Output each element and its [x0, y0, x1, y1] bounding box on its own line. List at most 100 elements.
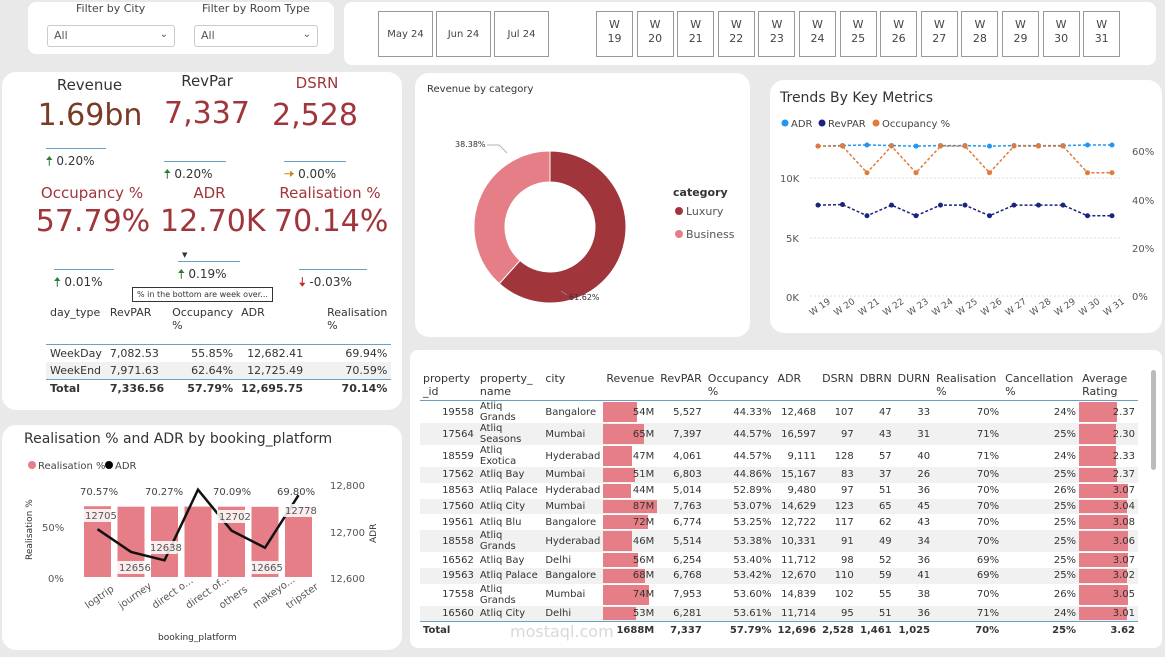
scrollbar[interactable]: [1151, 370, 1156, 470]
col-header[interactable]: DBRN: [856, 370, 895, 401]
col-header[interactable]: DURN: [894, 370, 934, 401]
week-button[interactable]: W 23: [758, 11, 796, 57]
week-button[interactable]: W 25: [839, 11, 877, 57]
cell: 25%: [1002, 621, 1080, 638]
week-number: 20: [648, 32, 663, 45]
cell: 7,971.63: [109, 363, 159, 377]
cell: Atliq Palace: [476, 567, 543, 584]
revpar-point: [913, 213, 919, 219]
cell: 12,468: [781, 406, 817, 418]
x-tick: journey: [116, 581, 154, 612]
chart-title: Realisation % and ADR by booking_platfor…: [24, 431, 333, 447]
week-label: W: [690, 18, 702, 31]
adr-change: 🠡 0.19%: [178, 261, 240, 286]
cell: 53.40%: [733, 554, 772, 566]
realisation-value: 70.14%: [274, 204, 389, 239]
col-header[interactable]: city: [542, 370, 604, 401]
cell: 6,774: [673, 516, 702, 528]
legend-realisation: Realisation %: [38, 461, 106, 472]
room-filter-label: Filter by Room Type: [202, 2, 310, 15]
filter-card: Filter by City All ⌄ Filter by Room Type …: [28, 2, 334, 54]
arrow-right-icon: 🠢: [284, 167, 295, 181]
week-button[interactable]: W 21: [677, 11, 715, 57]
cell: 6,803: [657, 467, 705, 483]
col-header[interactable]: Occupancy %: [704, 370, 775, 401]
cell: Mumbai: [542, 467, 604, 483]
room-filter-value: All: [201, 29, 215, 42]
chart-title: Revenue by category: [427, 84, 534, 95]
col-header[interactable]: property_ name: [476, 370, 543, 401]
cell: 53.61%: [704, 605, 775, 622]
table-row: 16562 Atliq Bay Delhi 56M 6,254 53.40% 11,712 9…: [420, 552, 1138, 568]
cell: 44.57%: [733, 450, 772, 462]
col-header[interactable]: Realisation %: [933, 370, 1003, 401]
watermark: mostaql.com: [510, 622, 614, 641]
cell: 7,336.56: [109, 381, 165, 395]
revpar-point: [987, 213, 992, 219]
cell: 25%: [1002, 423, 1080, 445]
month-may[interactable]: May 24: [378, 11, 433, 57]
table-row: 17558 Atliq Grands Mumbai 74M 7,953 53.60% 14,…: [420, 584, 1138, 606]
week-button[interactable]: W 31: [1083, 11, 1121, 57]
col-header[interactable]: Cancellation %: [1002, 370, 1080, 401]
adr-label: 12778: [285, 506, 317, 517]
cell: 56M: [603, 552, 657, 568]
chart-title: Trends By Key Metrics: [780, 90, 934, 106]
cell: 19563: [420, 567, 477, 584]
col-header[interactable]: Average Rating: [1079, 370, 1138, 401]
adr-label: 12638: [150, 543, 182, 554]
cell: 17562: [420, 467, 477, 483]
week-label: W: [852, 18, 864, 31]
month-jun[interactable]: Jun 24: [436, 11, 491, 57]
cell: 51: [856, 605, 895, 622]
col-header[interactable]: RevPAR: [657, 370, 705, 401]
cell: 34: [894, 530, 934, 553]
week-label: W: [974, 18, 986, 31]
cell: [476, 621, 543, 638]
week-button[interactable]: W 20: [636, 11, 674, 57]
cell: 5,514: [657, 530, 705, 553]
cell: 26%: [1053, 485, 1077, 497]
week-button[interactable]: W 24: [799, 11, 836, 57]
cell: 3.08: [1079, 514, 1138, 530]
cell: 47: [878, 406, 892, 418]
cell: 70.59%: [345, 363, 388, 377]
label-bg: [249, 561, 279, 574]
week-button[interactable]: W 19: [596, 11, 633, 57]
y2-tick: 0%: [1132, 292, 1148, 303]
week-button[interactable]: W 27: [920, 11, 958, 57]
adr-point: [987, 143, 992, 149]
cell: 1,025: [894, 621, 934, 638]
cell: 37: [856, 467, 895, 483]
week-button[interactable]: W 28: [961, 11, 999, 57]
table-row: 17564 Atliq Seasons Mumbai 65M 7,397 44.57% 16…: [420, 423, 1138, 445]
cell: 7,953: [673, 589, 702, 601]
room-filter-select[interactable]: All ⌄: [194, 25, 318, 47]
cell: 2,528: [819, 621, 857, 638]
col-header[interactable]: property _id: [420, 370, 477, 401]
pct-label-business: 38.38%: [455, 140, 486, 149]
week-button[interactable]: W 30: [1042, 11, 1080, 57]
cell: 62: [878, 516, 892, 528]
cell: 51M: [603, 467, 658, 483]
tooltip: % in the bottom are week over...: [132, 287, 273, 302]
col-header[interactable]: Revenue: [603, 370, 658, 401]
cell: 49: [856, 530, 895, 553]
cell: 53.25%: [733, 516, 772, 528]
arrow-up-icon: 🠡: [164, 167, 171, 181]
legend-adr: ADR: [791, 119, 813, 130]
cell: 3.01: [1079, 605, 1138, 622]
x-tick: W 19: [808, 297, 833, 319]
adr-change-value: 0.19%: [188, 267, 227, 281]
city-filter-select[interactable]: All ⌄: [47, 25, 175, 47]
table-row: 19563 Atliq Palace Bangalore 68M 6,768 53.42%…: [420, 567, 1138, 584]
cell: 43: [917, 516, 931, 528]
month-jul[interactable]: Jul 24: [494, 11, 549, 57]
week-number: 22: [729, 32, 744, 45]
col-header[interactable]: ADR: [774, 370, 820, 401]
week-button[interactable]: W 26: [880, 11, 918, 57]
week-button[interactable]: W 22: [717, 11, 755, 57]
col-header[interactable]: DSRN: [819, 370, 857, 401]
week-button[interactable]: W 29: [1002, 11, 1039, 57]
occupancy-point: [1011, 143, 1017, 149]
